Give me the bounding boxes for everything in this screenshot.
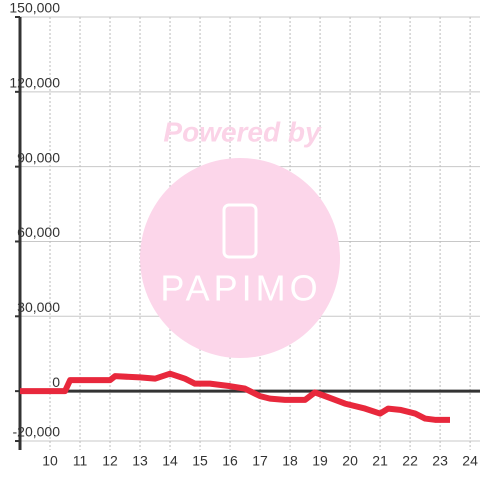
data-line bbox=[20, 370, 450, 423]
x-tick-label: 24 bbox=[462, 453, 478, 469]
x-tick-label: 16 bbox=[222, 453, 238, 469]
x-tick-label: 18 bbox=[282, 453, 298, 469]
x-tick-label: 13 bbox=[132, 453, 148, 469]
y-tick-label: 90,000 bbox=[17, 149, 60, 165]
x-tick-label: 22 bbox=[402, 453, 418, 469]
watermark-icon bbox=[222, 203, 258, 259]
x-tick-label: 11 bbox=[73, 453, 88, 469]
x-tick-label: 12 bbox=[102, 453, 118, 469]
x-tick-label: 17 bbox=[252, 453, 268, 469]
x-tick-label: 14 bbox=[162, 453, 178, 469]
x-tick-label: 19 bbox=[312, 453, 328, 469]
x-tick-label: 10 bbox=[42, 453, 58, 469]
y-tick-label: 150,000 bbox=[9, 0, 60, 16]
y-tick-label: -20,000 bbox=[13, 424, 61, 440]
y-tick-label: 60,000 bbox=[17, 224, 60, 240]
y-tick-label: 30,000 bbox=[17, 299, 60, 315]
x-tick-label: 15 bbox=[192, 453, 208, 469]
x-tick-label: 21 bbox=[372, 453, 388, 469]
y-tick-label: 120,000 bbox=[9, 75, 60, 91]
x-tick-label: 23 bbox=[432, 453, 448, 469]
y-tick-label: 0 bbox=[52, 374, 60, 390]
watermark-logo: PAPIMO bbox=[160, 268, 321, 309]
watermark-title: Powered by bbox=[163, 116, 322, 147]
x-tick-label: 20 bbox=[342, 453, 358, 469]
